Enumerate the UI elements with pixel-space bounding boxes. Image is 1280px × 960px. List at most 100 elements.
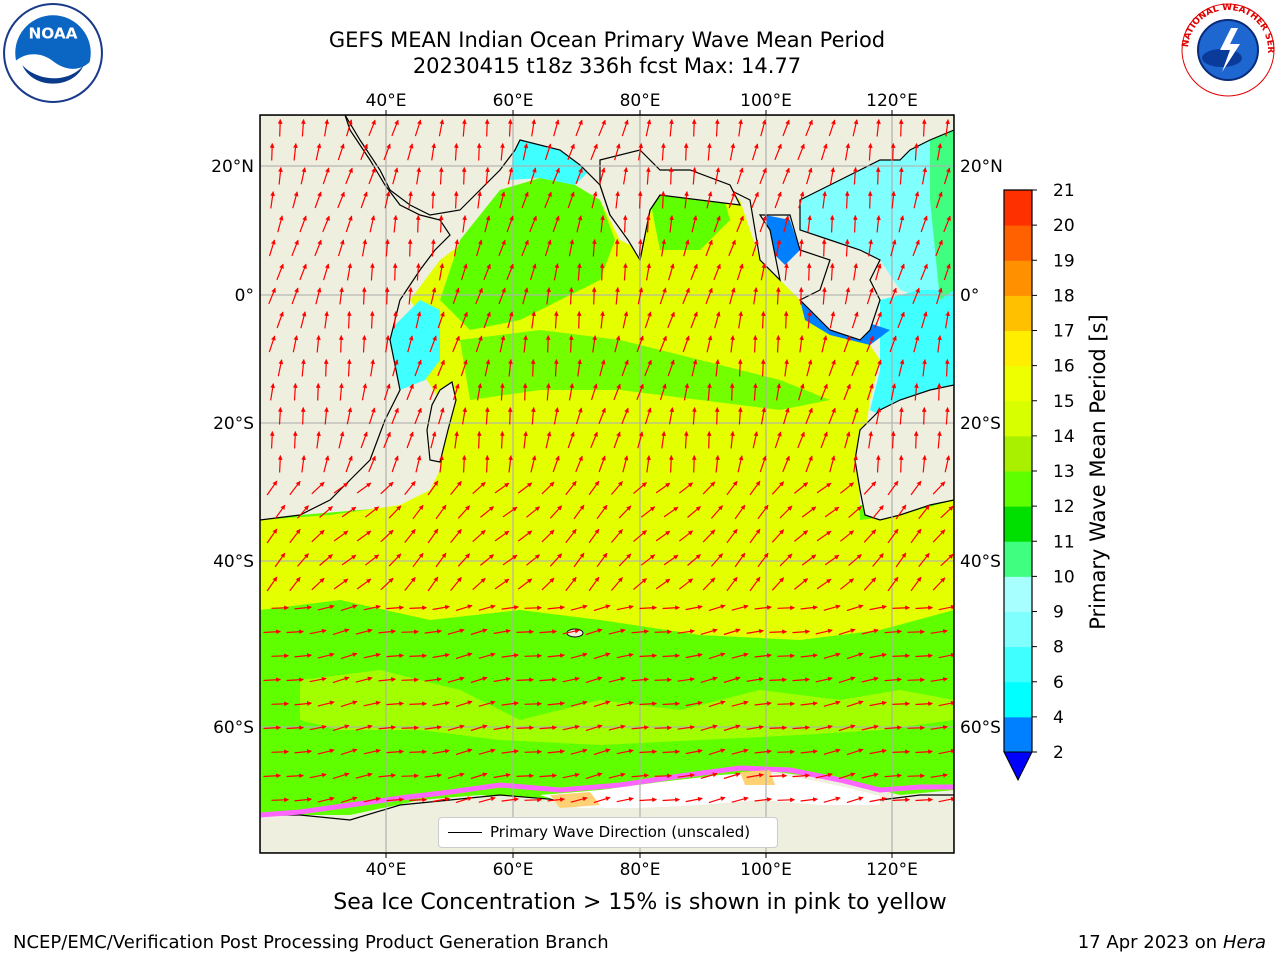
wave-arrow xyxy=(268,335,276,353)
wave-arrow xyxy=(708,700,726,708)
wave-arrow xyxy=(501,797,519,802)
wave-arrow xyxy=(392,167,399,185)
wave-arrow xyxy=(470,724,488,732)
wave-arrow xyxy=(516,773,534,779)
wave-arrow xyxy=(678,530,694,542)
wave-arrow xyxy=(432,700,450,707)
wave-arrow xyxy=(593,604,611,612)
legend-line-sample xyxy=(448,832,482,833)
wave-arrow xyxy=(311,481,325,495)
lat-label-right-20n: 20°N xyxy=(960,157,1003,177)
wave-arrow xyxy=(392,359,399,377)
wave-arrow xyxy=(866,383,874,401)
wave-arrow xyxy=(501,749,519,754)
wave-arrow xyxy=(918,504,930,520)
wave-arrow xyxy=(797,431,805,449)
wave-arrow xyxy=(659,335,667,353)
wave-arrow xyxy=(769,629,787,635)
wave-arrow xyxy=(368,455,376,473)
wave-arrow xyxy=(637,287,644,305)
colorbar-segment xyxy=(1004,471,1032,507)
colorbar-segment xyxy=(1004,400,1032,437)
wave-arrow xyxy=(866,287,874,305)
wave-arrow xyxy=(452,287,460,305)
wave-arrow xyxy=(539,677,557,683)
wave-arrow xyxy=(294,701,312,706)
wave-arrow xyxy=(783,215,790,233)
wave-arrow xyxy=(874,311,882,329)
wave-arrow xyxy=(414,119,422,137)
wave-arrow xyxy=(590,431,598,449)
wave-arrow xyxy=(654,773,672,779)
wave-arrow xyxy=(470,676,488,684)
wave-arrow xyxy=(829,311,836,329)
colorbar-tick-label: 21 xyxy=(1053,181,1075,201)
colorbar-tick-label: 18 xyxy=(1053,286,1075,306)
wave-arrow xyxy=(324,407,329,425)
wave-direction-arrows xyxy=(263,119,954,804)
wave-arrow xyxy=(943,215,951,233)
wave-arrow xyxy=(501,653,519,658)
wave-arrow xyxy=(784,263,789,281)
wave-arrow xyxy=(529,263,537,281)
wave-arrow xyxy=(341,506,357,518)
wave-arrow xyxy=(938,748,954,755)
wave-arrow xyxy=(668,263,675,281)
wave-arrow xyxy=(731,652,749,659)
wave-arrow xyxy=(521,239,529,257)
wave-arrow xyxy=(300,119,306,137)
wave-arrow xyxy=(274,552,286,568)
wave-arrow xyxy=(611,577,623,591)
wave-arrow xyxy=(806,263,812,281)
wave-arrow xyxy=(884,773,902,779)
wave-arrow xyxy=(713,215,721,233)
wave-arrow xyxy=(530,359,536,377)
wave-arrow xyxy=(608,628,626,635)
wave-arrow xyxy=(639,701,657,707)
wave-arrow xyxy=(401,629,419,635)
wave-arrow xyxy=(460,311,468,329)
wave-arrow xyxy=(553,263,560,281)
wave-arrow xyxy=(944,455,951,473)
wave-arrow xyxy=(892,653,910,659)
wave-arrow xyxy=(867,143,873,161)
wave-arrow xyxy=(286,629,304,635)
wave-arrow xyxy=(645,215,651,233)
wave-arrow xyxy=(345,167,353,185)
wave-arrow xyxy=(424,677,442,682)
wave-arrow xyxy=(779,553,793,567)
wave-arrow xyxy=(311,577,325,591)
wave-arrow xyxy=(522,287,529,305)
wave-arrow xyxy=(655,530,671,542)
wave-arrow xyxy=(378,725,396,730)
map-legend: Primary Wave Direction (unscaled) xyxy=(438,817,778,848)
wave-arrow xyxy=(450,577,462,591)
wave-arrow xyxy=(340,700,358,708)
wave-arrow xyxy=(706,431,712,449)
wave-arrow xyxy=(631,725,649,730)
wave-arrow xyxy=(391,407,399,425)
wave-arrow xyxy=(751,191,759,209)
wave-arrow xyxy=(424,725,442,730)
wave-arrow xyxy=(568,383,575,401)
wave-arrow xyxy=(644,311,652,329)
colorbar-segment xyxy=(1004,541,1032,577)
wave-arrow xyxy=(502,554,518,566)
wave-arrow xyxy=(369,263,375,281)
wave-arrow xyxy=(530,407,536,425)
wave-arrow xyxy=(484,455,490,473)
wave-arrow xyxy=(853,263,859,281)
wave-arrow xyxy=(668,455,674,473)
wave-arrow xyxy=(659,287,667,305)
wave-arrow xyxy=(462,215,467,233)
colorbar-tick-label: 2 xyxy=(1053,743,1064,763)
wave-arrow xyxy=(738,119,743,137)
wave-arrow xyxy=(753,287,759,305)
wave-arrow xyxy=(340,748,358,756)
wave-arrow xyxy=(930,772,948,778)
wave-arrow xyxy=(309,676,327,683)
lon-label-bottom-80e: 80°E xyxy=(620,860,661,880)
wave-arrow xyxy=(714,119,720,137)
lat-label-left-20s: 20°S xyxy=(213,414,254,434)
colorbar-segment xyxy=(1004,681,1032,718)
